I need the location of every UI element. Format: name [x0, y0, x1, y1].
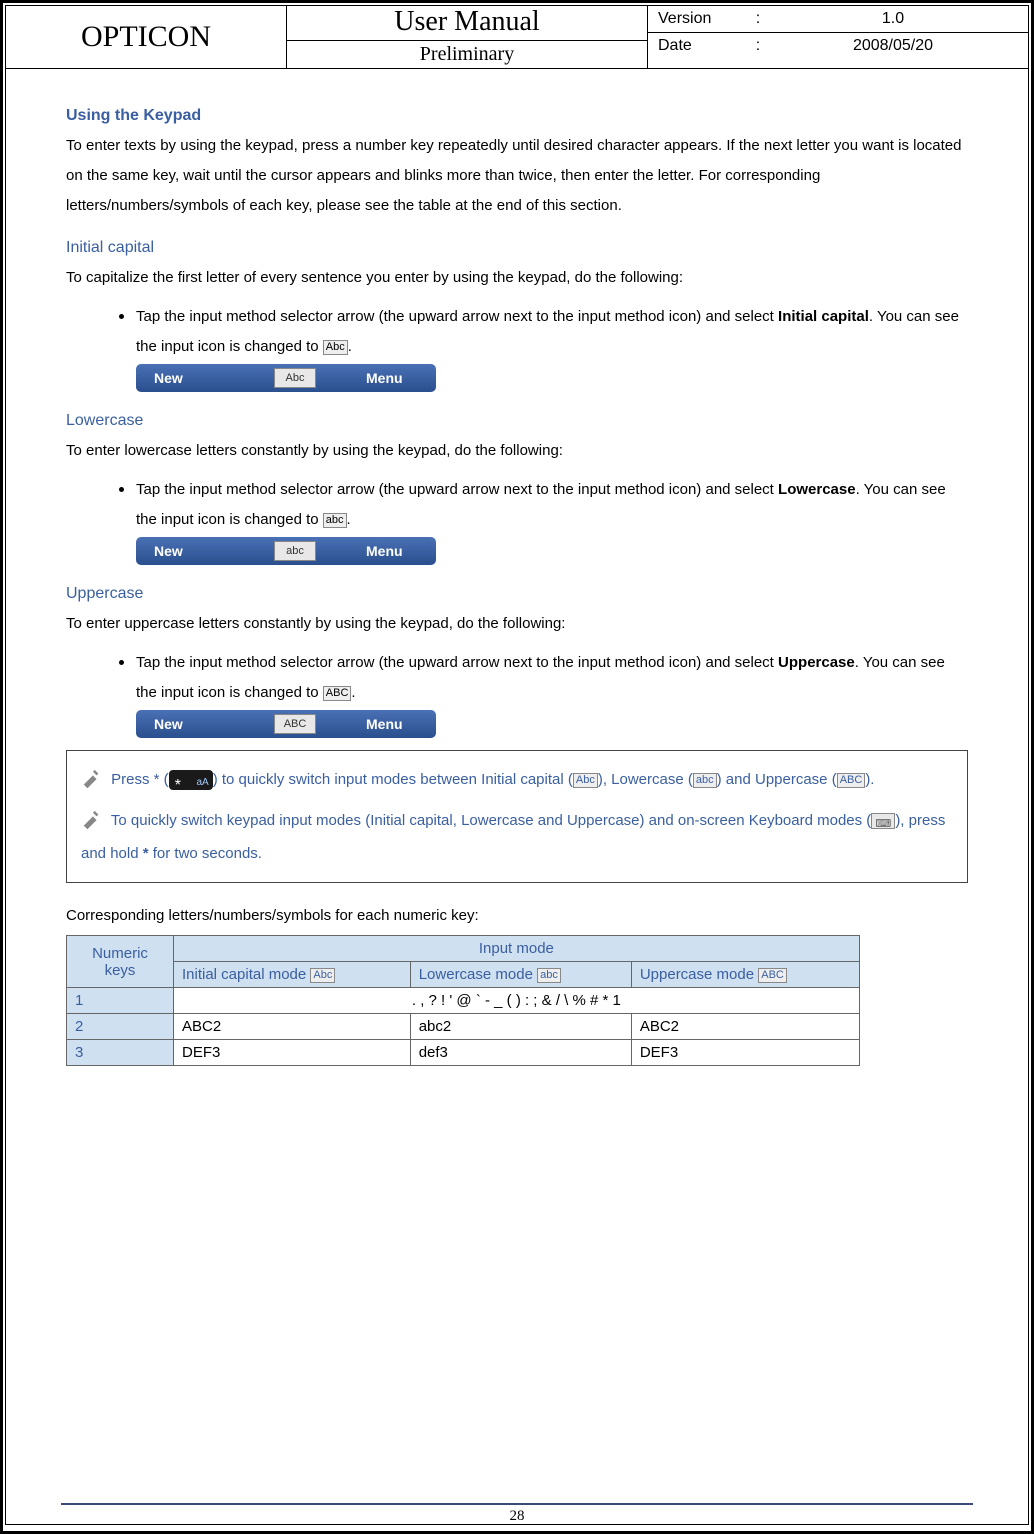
bullet-lowercase: Tap the input method selector arrow (the… — [136, 470, 968, 567]
note-line-2: To quickly switch keypad input modes (In… — [81, 804, 953, 870]
brand: OPTICON — [6, 6, 287, 68]
para-using-keypad: To enter texts by using the keypad, pres… — [66, 131, 968, 221]
bullet-uppercase: Tap the input method selector arrow (the… — [136, 643, 968, 740]
softkey-menu: Menu — [336, 537, 436, 565]
colon: : — [748, 10, 768, 28]
softkey-menu: Menu — [336, 364, 436, 392]
cell-2-upper: ABC2 — [631, 1014, 859, 1040]
note-line-1: Press * () to quickly switch input modes… — [81, 763, 953, 796]
date-label: Date — [658, 37, 748, 55]
cell-key-2: 2 — [67, 1014, 174, 1040]
abc-initial-icon: Abc — [323, 340, 348, 355]
version-row: Version : 1.0 — [648, 6, 1028, 33]
th-upper-mode: Uppercase mode ABC — [631, 962, 859, 988]
softkey-menu: Menu — [336, 710, 436, 738]
table-row: 2 ABC2 abc2 ABC2 — [67, 1014, 860, 1040]
footer-rule — [61, 1503, 973, 1505]
abc-lower-icon: abc — [537, 968, 561, 983]
abc-lower-icon: abc — [693, 773, 717, 788]
bullet-initial: Tap the input method selector arrow (the… — [136, 297, 968, 394]
keyboard-icon — [871, 813, 895, 829]
th-initial-mode: Initial capital mode Abc — [174, 962, 411, 988]
th-numeric-keys: Numeric keys — [67, 936, 174, 988]
para-initial-intro: To capitalize the first letter of every … — [66, 263, 968, 293]
softkey-bar-lower: New abc Menu — [136, 537, 436, 565]
date-row: Date : 2008/05/20 — [648, 33, 1028, 59]
abc-upper-icon: ABC — [758, 968, 787, 983]
abc-initial-icon: Abc — [310, 968, 335, 983]
softkey-new: New — [136, 710, 254, 738]
document-header: OPTICON User Manual Preliminary Version … — [6, 6, 1028, 69]
note-box: Press * () to quickly switch input modes… — [66, 750, 968, 883]
softkey-mode-icon: Abc — [274, 368, 316, 388]
table-caption: Corresponding letters/numbers/symbols fo… — [66, 901, 968, 931]
version-value: 1.0 — [768, 10, 1018, 28]
cell-key-3: 3 — [67, 1040, 174, 1066]
doc-title: User Manual — [287, 6, 647, 41]
table-row: 3 DEF3 def3 DEF3 — [67, 1040, 860, 1066]
softkey-new: New — [136, 537, 254, 565]
cell-val-1: . , ? ! ' @ ` - _ ( ) : ; & / \ % # * 1 — [174, 988, 860, 1014]
heading-using-keypad: Using the Keypad — [66, 107, 968, 125]
softkey-mode-icon: abc — [274, 541, 316, 561]
th-lower-mode: Lowercase mode abc — [410, 962, 631, 988]
cell-3-upper: DEF3 — [631, 1040, 859, 1066]
version-label: Version — [658, 10, 748, 28]
pencil-note-icon — [81, 769, 103, 791]
colon: : — [748, 37, 768, 55]
star-key-icon — [169, 770, 213, 790]
cell-key-1: 1 — [67, 988, 174, 1014]
abc-upper-icon: ABC — [837, 773, 866, 788]
softkey-bar-upper: New ABC Menu — [136, 710, 436, 738]
softkey-new: New — [136, 364, 254, 392]
cell-3-lower: def3 — [410, 1040, 631, 1066]
page-number: 28 — [3, 1508, 1031, 1525]
softkey-bar-initial: New Abc Menu — [136, 364, 436, 392]
cell-3-initial: DEF3 — [174, 1040, 411, 1066]
heading-uppercase: Uppercase — [66, 585, 968, 603]
doc-subtitle: Preliminary — [287, 41, 647, 68]
abc-initial-icon: Abc — [573, 773, 598, 788]
abc-lower-icon: abc — [323, 513, 347, 528]
cell-2-initial: ABC2 — [174, 1014, 411, 1040]
table-row: 1 . , ? ! ' @ ` - _ ( ) : ; & / \ % # * … — [67, 988, 860, 1014]
heading-lowercase: Lowercase — [66, 412, 968, 430]
pencil-note-icon — [81, 810, 103, 832]
date-value: 2008/05/20 — [768, 37, 1018, 55]
heading-initial-capital: Initial capital — [66, 239, 968, 257]
softkey-mode-icon: ABC — [274, 714, 316, 734]
para-upper-intro: To enter uppercase letters constantly by… — [66, 609, 968, 639]
para-lower-intro: To enter lowercase letters constantly by… — [66, 436, 968, 466]
cell-2-lower: abc2 — [410, 1014, 631, 1040]
keypad-table: Numeric keys Input mode Initial capital … — [66, 935, 860, 1066]
abc-upper-icon: ABC — [323, 686, 352, 701]
th-input-mode: Input mode — [174, 936, 860, 962]
